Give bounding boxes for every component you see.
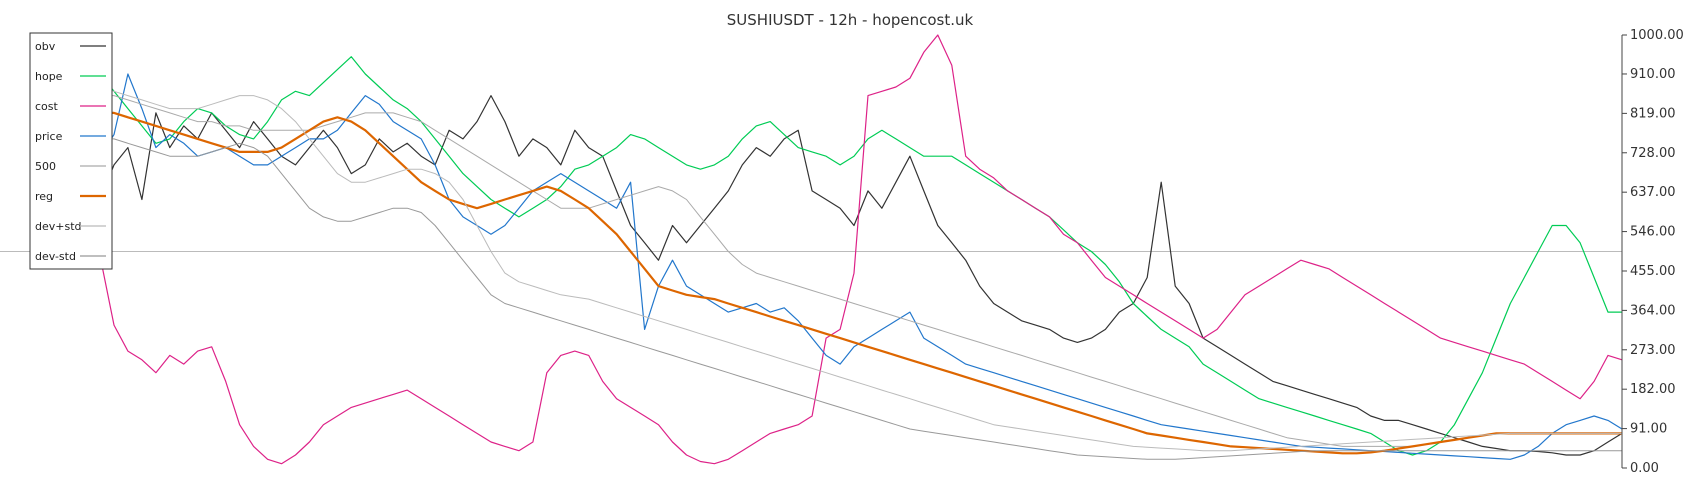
y-tick-label: 910.00 — [1630, 67, 1676, 82]
series-line-500 — [100, 95, 1622, 447]
legend-box — [29, 32, 113, 270]
series-layer — [99, 34, 1623, 465]
y-tick-label: 637.00 — [1630, 185, 1676, 200]
y-tick-label: 546.00 — [1630, 225, 1676, 240]
y-tick-label: 91.00 — [1630, 422, 1667, 437]
y-tick-label: 0.00 — [1630, 461, 1659, 476]
y-tick-label: 1000.00 — [1630, 28, 1684, 43]
series-line-reg — [100, 111, 1622, 455]
legend-label-cost: cost — [35, 100, 59, 113]
legend: obv hope cost price 500 reg dev+std dev-std — [29, 32, 113, 270]
y-axis: 1000.00 910.00 819.00 728.00 637.00 546.00 455… — [1621, 28, 1684, 476]
series-line-obv — [99, 94, 1623, 456]
legend-label-obv: obv — [35, 40, 56, 53]
y-tick-label: 819.00 — [1630, 106, 1676, 121]
legend-label-500: 500 — [35, 160, 56, 173]
legend-label-dev-std: dev-std — [35, 250, 76, 263]
y-tick-label: 364.00 — [1630, 303, 1676, 318]
y-tick-label: 182.00 — [1630, 382, 1676, 397]
legend-label-dev-std: dev+std — [35, 220, 82, 233]
chart-title: SUSHIUSDT - 12h - hopencost.uk — [727, 11, 974, 29]
series-line-dev-std — [100, 138, 1622, 460]
series-line-cost — [99, 34, 1623, 465]
y-tick-label: 455.00 — [1630, 264, 1676, 279]
legend-label-price: price — [35, 130, 63, 143]
y-tick-label: 728.00 — [1630, 146, 1676, 161]
y-tick-label: 273.00 — [1630, 343, 1676, 358]
series-line-hope — [99, 56, 1622, 456]
series-line-dev-std — [99, 86, 1622, 452]
legend-label-hope: hope — [35, 70, 63, 83]
legend-label-reg: reg — [35, 190, 53, 203]
